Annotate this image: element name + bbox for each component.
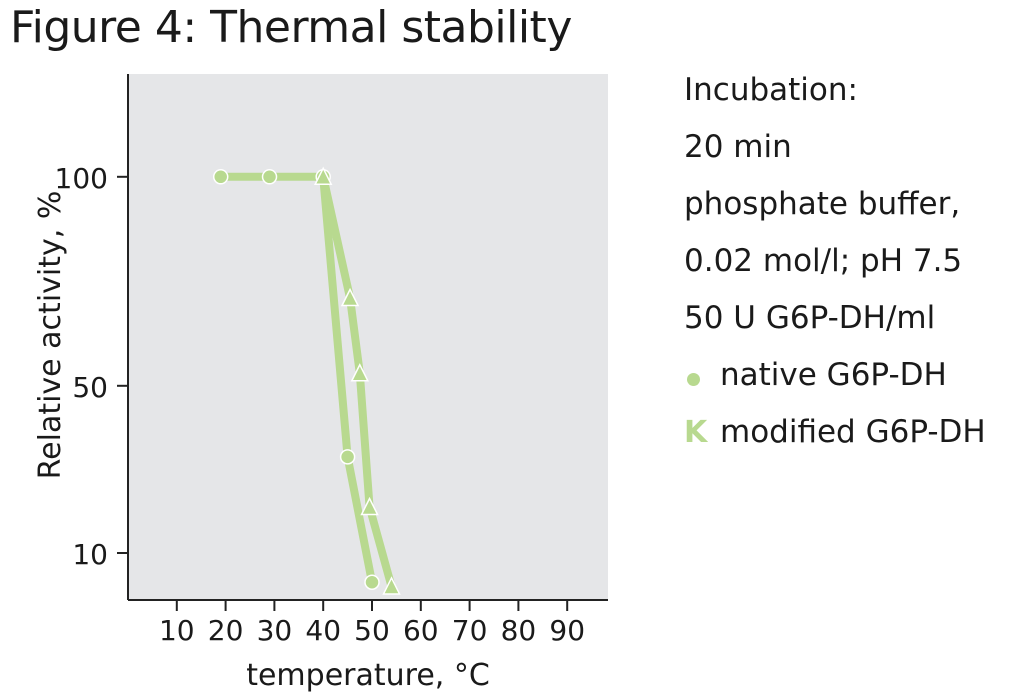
legend-buffer: phosphate buffer, — [684, 186, 961, 222]
x-tick-label: 60 — [403, 614, 439, 647]
data-point-circle — [212, 169, 229, 185]
data-point-triangle — [340, 287, 360, 307]
data-point-triangle — [360, 496, 379, 516]
series-modified — [313, 166, 401, 595]
y-axis-label: Relative activity, % — [33, 191, 68, 480]
legend-duration: 20 min — [684, 129, 792, 165]
y-tick-label: 100 — [55, 162, 108, 195]
data-point-circle — [339, 449, 356, 465]
y-tick-label: 10 — [72, 538, 108, 571]
x-tick-label: 40 — [305, 614, 341, 647]
data-point-triangle — [382, 576, 401, 595]
x-tick-label: 70 — [452, 614, 488, 647]
legend-entry-modified: K modified G6P-DH — [684, 404, 1009, 461]
legend-modified-label: modified G6P-DH — [720, 414, 986, 450]
y-tick-label: 50 — [72, 371, 108, 404]
figure-title: Figure 4: Thermal stability — [10, 2, 572, 53]
series-layer — [212, 166, 401, 595]
x-axis-label: temperature, °C — [246, 658, 490, 693]
x-tick-label: 50 — [354, 614, 390, 647]
x-tick-label: 30 — [257, 614, 293, 647]
legend-native-label: native G6P-DH — [720, 357, 947, 393]
data-point-triangle — [350, 363, 370, 382]
plot-area — [128, 74, 608, 600]
x-tick-label: 80 — [501, 614, 537, 647]
legend-enzyme: 50 U G6P-DH/ml — [684, 300, 936, 336]
data-point-circle — [364, 574, 380, 591]
x-tick-label: 10 — [159, 614, 195, 647]
x-tick-label: 90 — [549, 614, 585, 647]
axis-ticks: 10 20 30 40 50 60 70 80 90 100 50 10 — [55, 162, 585, 647]
legend-incubation: Incubation: — [684, 72, 858, 108]
legend: Incubation: 20 min phosphate buffer, 0.0… — [684, 62, 1009, 461]
legend-concentration: 0.02 mol/l; pH 7.5 — [684, 243, 963, 279]
circle-marker-icon — [687, 373, 700, 386]
legend-entry-native: native G6P-DH — [684, 347, 1009, 404]
data-point-triangle — [313, 166, 333, 186]
thermal-stability-chart: 10 20 30 40 50 60 70 80 90 100 50 10 temperature, °… — [33, 74, 608, 693]
axes — [127, 74, 608, 601]
x-tick-label: 20 — [208, 614, 244, 647]
k-marker-icon: K — [684, 415, 708, 450]
data-point-circle — [261, 169, 278, 185]
